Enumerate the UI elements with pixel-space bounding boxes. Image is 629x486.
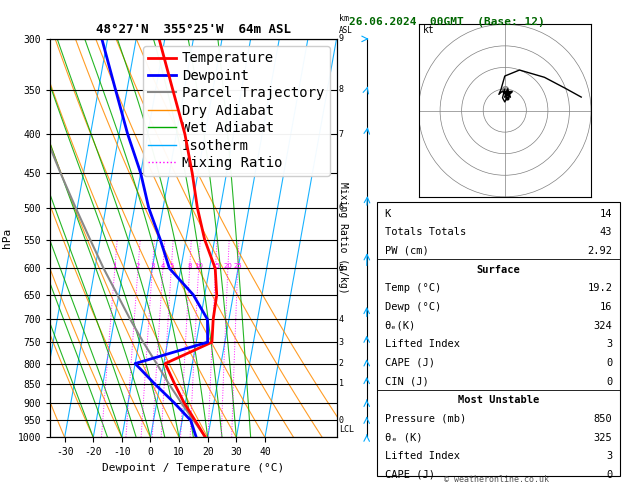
Text: 8: 8 — [187, 262, 192, 269]
Text: 850: 850 — [594, 414, 612, 424]
Text: 325: 325 — [594, 433, 612, 443]
Text: 2: 2 — [339, 359, 343, 368]
Text: 8: 8 — [339, 86, 343, 94]
Text: km: km — [339, 14, 348, 23]
Text: Pressure (mb): Pressure (mb) — [385, 414, 466, 424]
Text: Totals Totals: Totals Totals — [385, 227, 466, 237]
Text: 16: 16 — [600, 302, 612, 312]
Text: 7: 7 — [339, 130, 343, 139]
Text: K: K — [385, 208, 391, 219]
Text: 3: 3 — [339, 338, 343, 347]
Text: ASL: ASL — [339, 26, 353, 35]
Text: 10: 10 — [194, 262, 203, 269]
Text: 19.2: 19.2 — [587, 283, 612, 293]
Text: 14: 14 — [600, 208, 612, 219]
Text: 4: 4 — [339, 315, 343, 324]
Text: θₑ (K): θₑ (K) — [385, 433, 422, 443]
Text: 0: 0 — [606, 377, 612, 386]
Text: PW (cm): PW (cm) — [385, 246, 428, 256]
Text: 324: 324 — [594, 321, 612, 330]
Text: 0: 0 — [339, 416, 343, 425]
Text: Lifted Index: Lifted Index — [385, 451, 460, 461]
Text: CAPE (J): CAPE (J) — [385, 470, 435, 480]
Text: 3: 3 — [606, 451, 612, 461]
Text: © weatheronline.co.uk: © weatheronline.co.uk — [445, 475, 549, 484]
Text: Temp (°C): Temp (°C) — [385, 283, 441, 293]
Text: Lifted Index: Lifted Index — [385, 339, 460, 349]
X-axis label: Dewpoint / Temperature (°C): Dewpoint / Temperature (°C) — [103, 463, 284, 473]
Text: 5: 5 — [169, 262, 174, 269]
Text: 15: 15 — [211, 262, 220, 269]
Text: 6: 6 — [339, 204, 343, 212]
Text: 0: 0 — [606, 470, 612, 480]
Text: CIN (J): CIN (J) — [385, 377, 428, 386]
Text: 0: 0 — [606, 358, 612, 368]
Text: 4: 4 — [161, 262, 165, 269]
Title: 48°27'N  355°25'W  64m ASL: 48°27'N 355°25'W 64m ASL — [96, 23, 291, 36]
Text: 1: 1 — [339, 379, 343, 388]
Text: θₑ(K): θₑ(K) — [385, 321, 416, 330]
Text: CAPE (J): CAPE (J) — [385, 358, 435, 368]
Text: 9: 9 — [339, 35, 343, 43]
Text: kt: kt — [423, 25, 435, 35]
Y-axis label: hPa: hPa — [3, 228, 12, 248]
Text: 2: 2 — [136, 262, 140, 269]
Text: 3: 3 — [150, 262, 155, 269]
Text: 5: 5 — [339, 264, 343, 273]
Text: 25: 25 — [233, 262, 242, 269]
Legend: Temperature, Dewpoint, Parcel Trajectory, Dry Adiabat, Wet Adiabat, Isotherm, Mi: Temperature, Dewpoint, Parcel Trajectory… — [143, 46, 330, 176]
Text: Most Unstable: Most Unstable — [458, 395, 539, 405]
Text: 20: 20 — [223, 262, 232, 269]
Text: 2.92: 2.92 — [587, 246, 612, 256]
Text: Dewp (°C): Dewp (°C) — [385, 302, 441, 312]
Text: 26.06.2024  00GMT  (Base: 12): 26.06.2024 00GMT (Base: 12) — [348, 17, 545, 27]
Text: 3: 3 — [606, 339, 612, 349]
Y-axis label: Mixing Ratio (g/kg): Mixing Ratio (g/kg) — [338, 182, 348, 294]
Text: Surface: Surface — [477, 264, 520, 275]
Text: 43: 43 — [600, 227, 612, 237]
Text: LCL: LCL — [339, 424, 353, 434]
Text: 1: 1 — [113, 262, 117, 269]
